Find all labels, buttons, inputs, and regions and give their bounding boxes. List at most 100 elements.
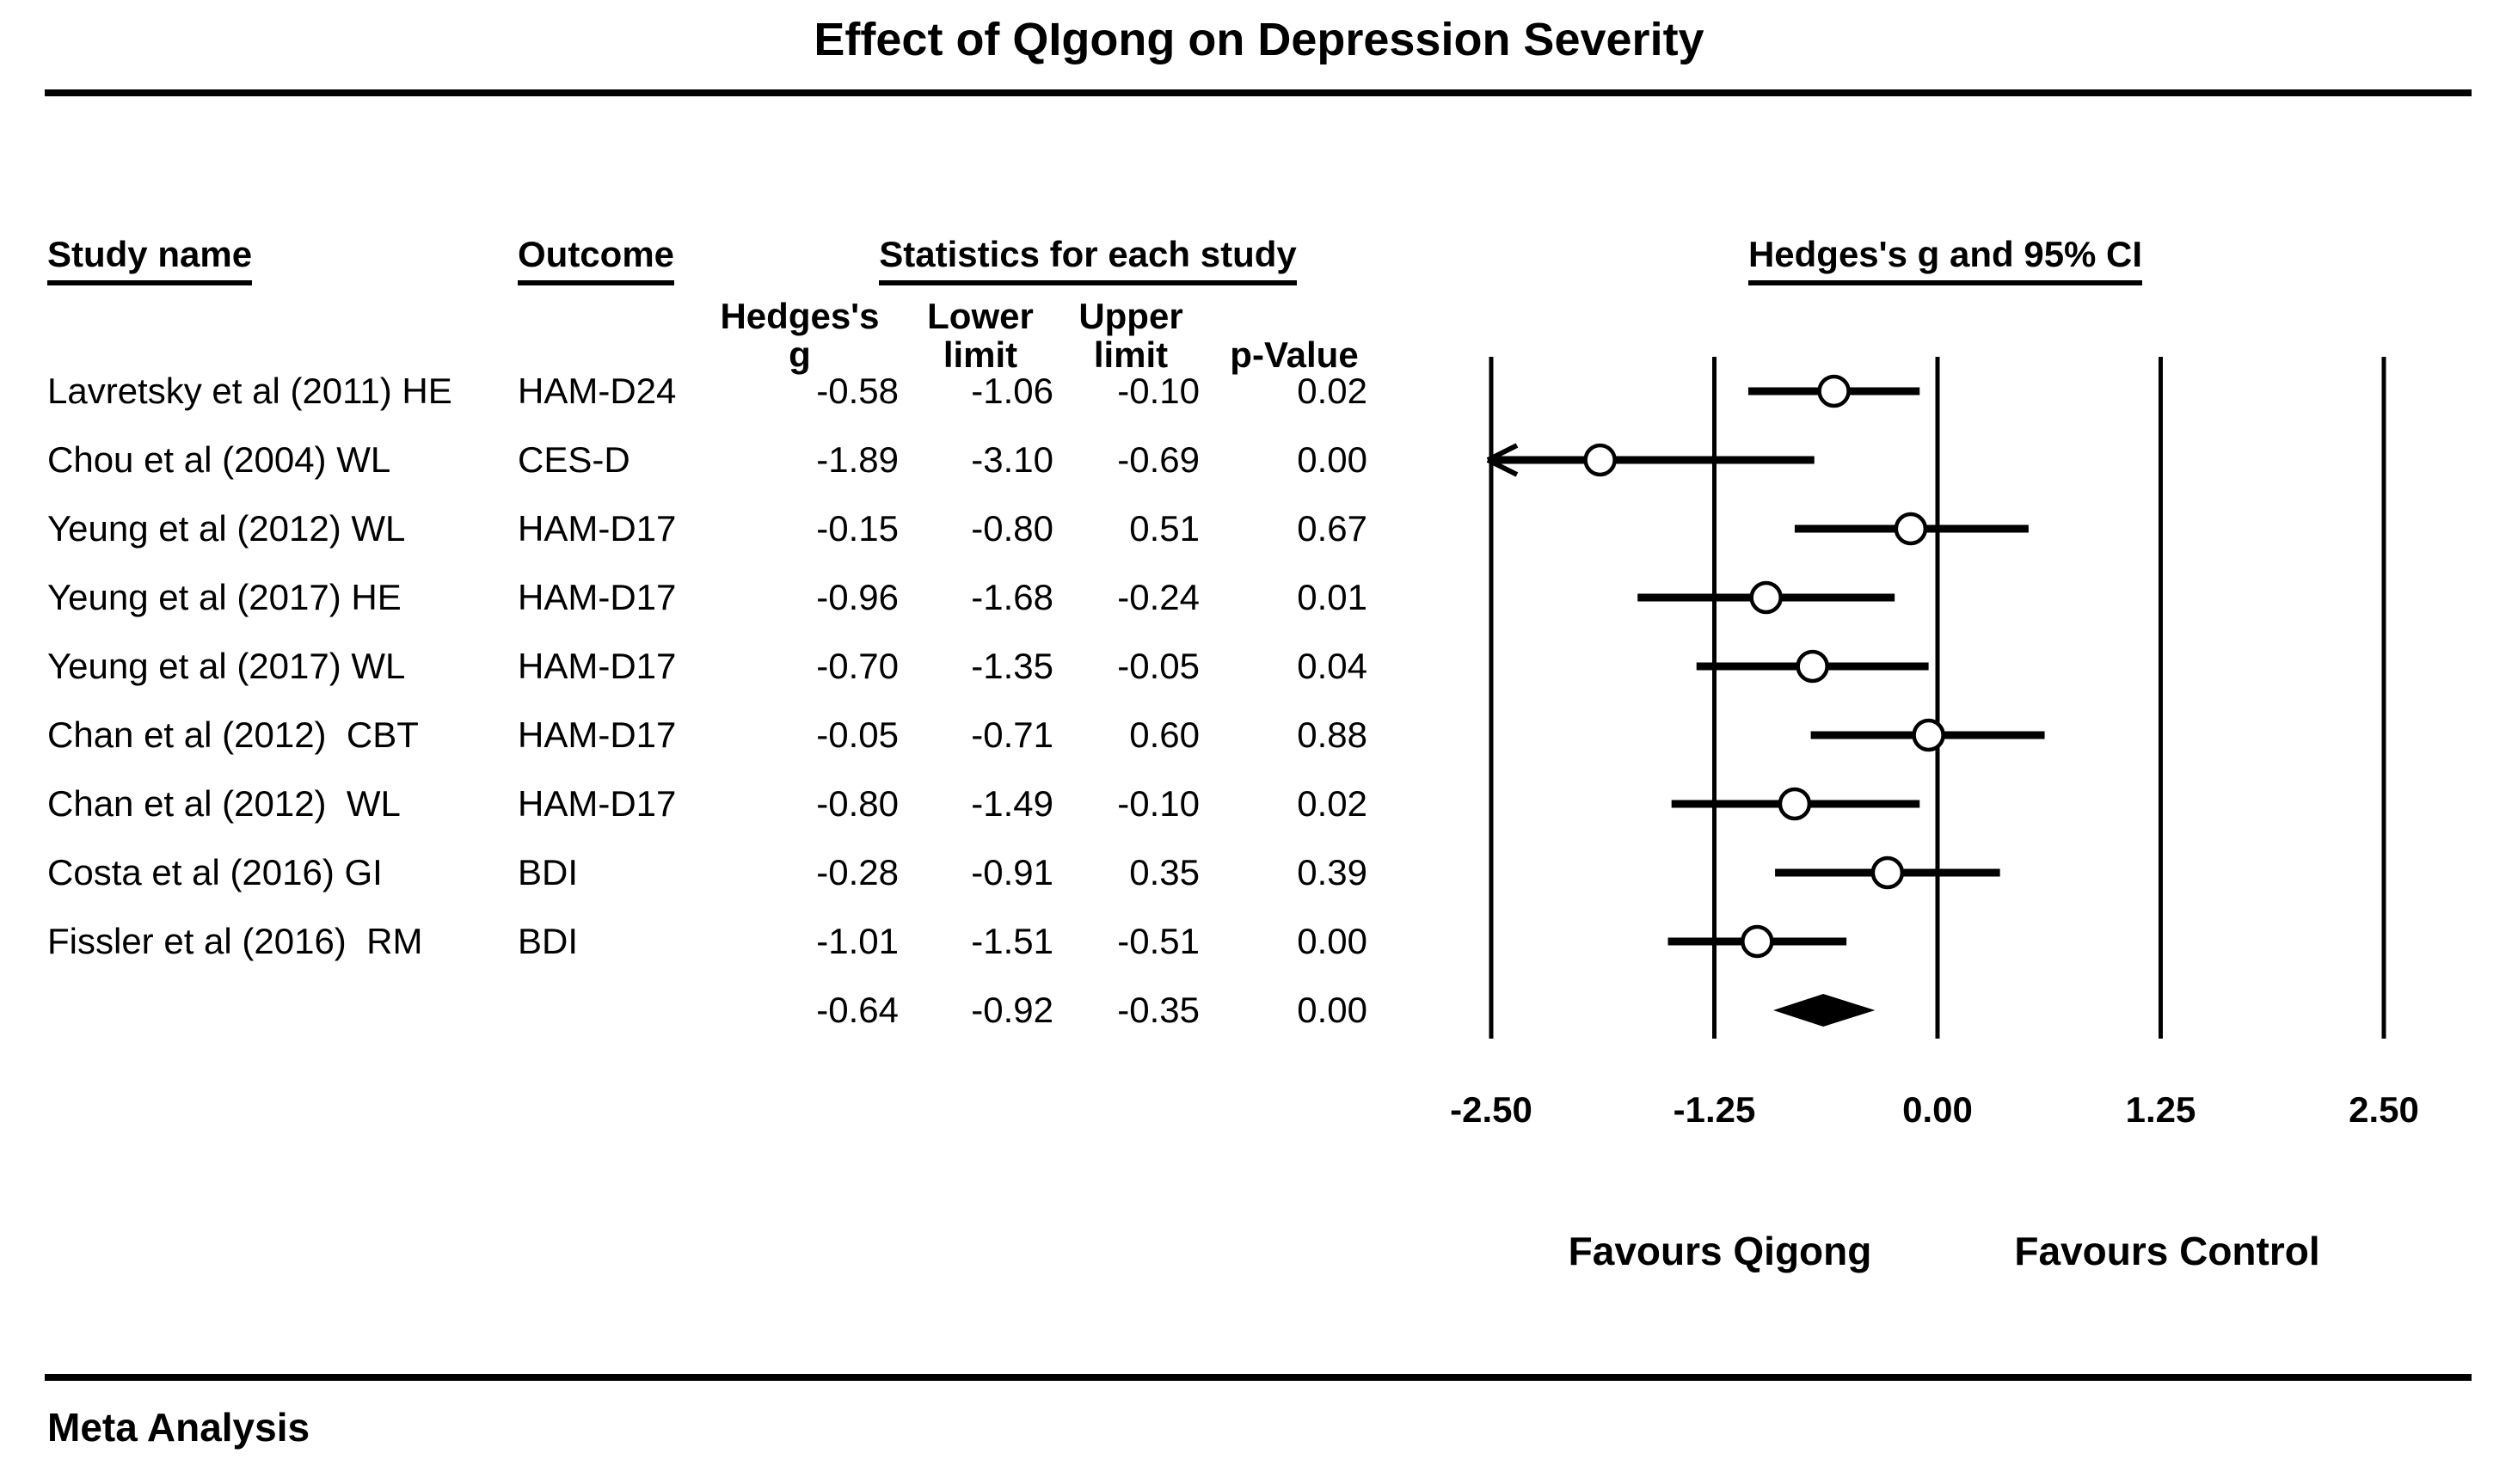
axis-tick-label: -2.50: [1450, 1089, 1532, 1130]
upper-limit-subheader: Upper limit: [1078, 296, 1183, 375]
meta-analysis-label: Meta Analysis: [47, 1405, 310, 1450]
table-row: Fissler et al (2016) RM BDI -1.01 -1.51 -0.5…: [0, 907, 1393, 976]
hedges-g-cell: -0.96: [816, 577, 899, 617]
table-row: Yeung et al (2012) WL HAM-D17 -0.15 -0.80 0.…: [0, 494, 1393, 563]
outcome-cell: BDI: [518, 921, 579, 961]
summary-row: -0.64 -0.92 -0.35 0.00: [0, 976, 1393, 1045]
summary-diamond: [1773, 994, 1876, 1027]
study-name-cell: Chou et al (2004) WL: [47, 439, 391, 480]
hedges-g-cell: -1.01: [816, 921, 899, 961]
lower-limit-cell: -1.51: [971, 921, 1053, 961]
hedges-g-cell: -0.70: [816, 646, 899, 686]
p-value-cell: 0.39: [1297, 852, 1367, 892]
summary-lower-limit-cell: -0.92: [971, 990, 1053, 1030]
p-value-cell: 0.02: [1297, 371, 1367, 411]
hedges-g-cell: -0.58: [816, 371, 899, 411]
point-estimate-marker: [1796, 649, 1829, 684]
outcome-cell: BDI: [518, 852, 579, 892]
upper-limit-cell: 0.35: [1129, 852, 1200, 892]
lower-limit-cell: -0.71: [971, 714, 1053, 755]
p-value-cell: 0.00: [1297, 439, 1367, 480]
p-value-subheader: p-Value: [1230, 334, 1359, 375]
upper-limit-cell: -0.24: [1117, 577, 1200, 617]
table-row: Yeung et al (2017) HE HAM-D17 -0.96 -1.68 -0…: [0, 563, 1393, 632]
study-name-cell: Lavretsky et al (2011) HE: [47, 371, 452, 411]
outcome-cell: CES-D: [518, 439, 630, 480]
point-estimate-marker: [1870, 855, 1905, 890]
hedges-g-cell: -1.89: [816, 439, 899, 480]
study-name-cell: Yeung et al (2017) WL: [47, 646, 406, 686]
upper-limit-cell: -0.10: [1117, 783, 1200, 824]
point-estimate-marker: [1817, 374, 1851, 408]
axis-tick-label: 2.50: [2349, 1089, 2419, 1130]
lower-limit-cell: -0.80: [971, 508, 1053, 549]
p-value-cell: 0.00: [1297, 921, 1367, 961]
lower-limit-cell: -3.10: [971, 439, 1053, 480]
lower-limit-cell: -1.68: [971, 577, 1053, 617]
study-name-cell: Chan et al (2012) CBT: [47, 714, 419, 755]
p-value-cell: 0.01: [1297, 577, 1367, 617]
clip-arrow: [1486, 457, 1519, 477]
outcome-cell: HAM-D24: [518, 371, 677, 411]
upper-limit-cell: 0.51: [1129, 508, 1200, 549]
p-value-cell: 0.04: [1297, 646, 1367, 686]
p-value-cell: 0.67: [1297, 508, 1367, 549]
upper-limit-cell: -0.10: [1117, 371, 1200, 411]
hedges-g-cell: -0.28: [816, 852, 899, 892]
chart-title: Effect of QIgong on Depression Severity: [814, 14, 1704, 65]
point-estimate-marker: [1894, 512, 1928, 546]
upper-limit-cell: 0.60: [1129, 714, 1200, 755]
upper-limit-cell: -0.51: [1117, 921, 1200, 961]
lower-limit-cell: -1.35: [971, 646, 1053, 686]
summary-p-value-cell: 0.00: [1297, 990, 1367, 1030]
summary-hedges-g-cell: -0.64: [816, 990, 899, 1030]
outcome-column-header: Outcome: [518, 234, 675, 285]
study-name-column-header: Study name: [47, 234, 253, 285]
hedges-g-subheader: Hedges's g: [720, 296, 880, 375]
table-row: Chan et al (2012) CBT HAM-D17 -0.05 -0.71 0.…: [0, 701, 1393, 770]
axis-tick-label: -1.25: [1674, 1089, 1756, 1130]
hedges-g-cell: -0.15: [816, 508, 899, 549]
outcome-cell: HAM-D17: [518, 577, 677, 617]
hedges-g-cell: -0.05: [816, 714, 899, 755]
point-estimate-marker: [1749, 580, 1783, 615]
clip-arrow: [1486, 443, 1519, 463]
summary-upper-limit-cell: -0.35: [1117, 990, 1200, 1030]
favours-qigong-label: Favours Qigong: [1568, 1229, 1872, 1273]
axis-tick-label: 0.00: [1902, 1089, 1973, 1130]
lower-limit-cell: -1.06: [971, 371, 1053, 411]
statistics-group-header: Statistics for each study: [817, 234, 1359, 285]
table-row: Lavretsky et al (2011) HE HAM-D24 -0.58 -1.…: [0, 357, 1393, 426]
outcome-cell: HAM-D17: [518, 714, 677, 755]
study-name-cell: Yeung et al (2012) WL: [47, 508, 406, 549]
bottom-rule: [45, 1374, 2472, 1381]
point-estimate-marker: [1741, 924, 1774, 959]
study-name-cell: Yeung et al (2017) HE: [47, 577, 402, 617]
table-row: Chan et al (2012) WL HAM-D17 -0.80 -1.49 -0.…: [0, 770, 1393, 838]
axis-tick-label: 1.25: [2126, 1089, 2196, 1130]
outcome-cell: HAM-D17: [518, 783, 677, 824]
lower-limit-cell: -0.91: [971, 852, 1053, 892]
outcome-cell: HAM-D17: [518, 508, 677, 549]
study-name-cell: Chan et al (2012) WL: [47, 783, 401, 824]
lower-limit-subheader: Lower limit: [927, 296, 1034, 375]
p-value-cell: 0.02: [1297, 783, 1367, 824]
upper-limit-cell: -0.69: [1117, 439, 1200, 480]
point-estimate-marker: [1583, 443, 1617, 477]
favours-control-label: Favours Control: [2014, 1229, 2320, 1273]
table-row: Chou et al (2004) WL CES-D -1.89 -3.10 -0.69…: [0, 426, 1393, 494]
top-rule: [45, 89, 2472, 96]
table-row: Costa et al (2016) GI BDI -0.28 -0.91 0.35 0.…: [0, 838, 1393, 907]
p-value-cell: 0.88: [1297, 714, 1367, 755]
hedges-g-cell: -0.80: [816, 783, 899, 824]
point-estimate-marker: [1912, 718, 1945, 752]
outcome-cell: HAM-D17: [518, 646, 677, 686]
study-name-cell: Costa et al (2016) GI: [47, 852, 383, 892]
upper-limit-cell: -0.05: [1117, 646, 1200, 686]
point-estimate-marker: [1778, 787, 1812, 821]
effect-size-group-header: Hedges's g and 95% CI: [1687, 234, 2203, 285]
study-name-cell: Fissler et al (2016) RM: [47, 921, 423, 961]
lower-limit-cell: -1.49: [971, 783, 1053, 824]
